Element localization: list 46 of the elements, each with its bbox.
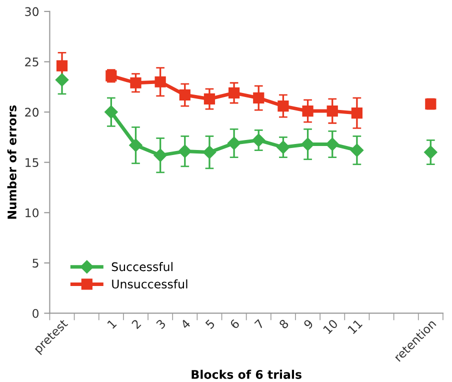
x-tick-label: 6 <box>229 318 240 330</box>
x-tick-label: 8 <box>278 318 290 330</box>
point <box>253 92 264 104</box>
x-axis-title: Blocks of 6 trials <box>192 370 302 379</box>
x-tick-label: 2 <box>131 319 142 330</box>
y-tick-label: 20 <box>25 108 39 117</box>
y-tick-label: 15 <box>26 158 38 168</box>
x-tick-label: 1 <box>107 319 117 329</box>
point <box>326 138 339 151</box>
point <box>276 140 290 154</box>
point <box>227 136 241 150</box>
point <box>350 144 364 157</box>
y-tick-label: 0 <box>32 308 39 318</box>
point <box>178 144 192 158</box>
point <box>202 146 216 159</box>
point <box>154 148 167 162</box>
point <box>56 60 68 72</box>
point <box>55 73 69 86</box>
x-tick-label: 4 <box>180 318 191 330</box>
y-tick-label: 30 <box>25 7 39 16</box>
y-tick-label: 5 <box>32 258 38 268</box>
point <box>154 76 166 88</box>
point <box>424 146 438 159</box>
point <box>129 138 142 152</box>
x-tick-label: 5 <box>205 319 216 330</box>
point <box>351 108 362 119</box>
y-axis-title: Number of errors <box>7 105 16 219</box>
legend-label: Successful <box>112 262 172 272</box>
point <box>326 105 338 117</box>
x-tick-label: 3 <box>156 318 166 330</box>
y-tick-label: 25 <box>25 57 38 66</box>
point <box>302 105 314 117</box>
point <box>179 89 190 101</box>
point <box>228 87 240 98</box>
point <box>278 100 289 112</box>
point <box>301 138 314 151</box>
x-tick-label: 9 <box>303 318 314 330</box>
point <box>104 105 118 119</box>
x-tick-label: 7 <box>254 319 264 330</box>
legend-label: Unsuccessful <box>112 279 188 289</box>
point <box>252 134 266 147</box>
y-tick-label: 10 <box>26 208 39 218</box>
point <box>130 77 142 88</box>
point <box>204 93 216 105</box>
x-tick-label: 11 <box>347 319 363 334</box>
x-tick-label: 10 <box>322 318 338 334</box>
